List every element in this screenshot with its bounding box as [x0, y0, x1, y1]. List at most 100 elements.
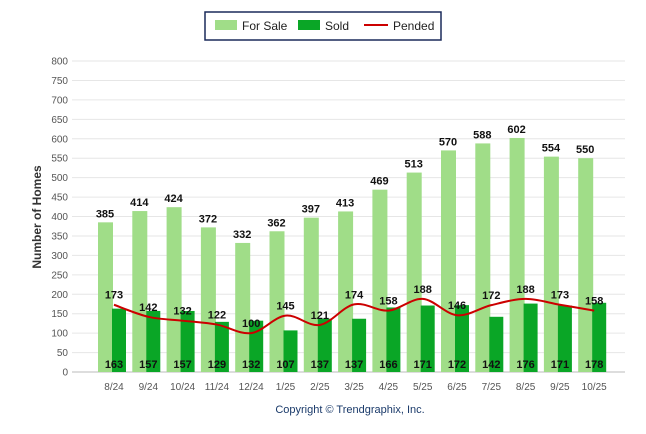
data-label-sold: 107 [276, 359, 294, 371]
data-label-pended: 145 [276, 301, 294, 313]
data-label-for-sale: 424 [164, 193, 183, 205]
data-label-sold: 132 [242, 359, 260, 371]
x-tick-label: 5/25 [413, 382, 433, 393]
bar-for-sale [543, 156, 559, 372]
legend: For Sale Sold Pended [204, 11, 442, 41]
data-label-pended: 173 [551, 290, 569, 302]
bar-for-sale [200, 227, 216, 372]
data-label-pended: 173 [105, 290, 123, 302]
bar-for-sale [406, 172, 422, 372]
data-label-for-sale: 550 [576, 144, 594, 156]
y-tick-label: 200 [51, 290, 68, 301]
x-tick-label: 3/25 [344, 382, 364, 393]
data-label-for-sale: 385 [96, 208, 114, 220]
data-label-sold: 163 [105, 359, 123, 371]
y-tick-label: 450 [51, 193, 68, 204]
x-tick-label: 1/25 [276, 382, 296, 393]
data-label-for-sale: 554 [542, 143, 561, 155]
bar-sold [592, 302, 607, 372]
bar-sold [180, 310, 195, 372]
copyright: Copyright © Trendgraphix, Inc. [275, 404, 424, 416]
y-tick-label: 500 [51, 173, 68, 184]
x-tick-label: 2/25 [310, 382, 330, 393]
data-label-pended: 100 [242, 318, 260, 330]
y-tick-label: 800 [51, 57, 68, 68]
x-tick-label: 6/25 [447, 382, 467, 393]
y-tick-label: 250 [51, 270, 68, 281]
y-tick-label: 150 [51, 309, 68, 320]
legend-label-pended: Pended [393, 19, 434, 33]
y-tick-label: 100 [51, 329, 68, 340]
y-tick-label: 550 [51, 154, 68, 165]
data-label-pended: 132 [173, 306, 191, 318]
bar-for-sale [235, 242, 251, 372]
data-label-for-sale: 413 [336, 197, 354, 209]
data-label-for-sale: 602 [507, 124, 525, 136]
data-label-sold: 157 [139, 359, 157, 371]
data-label-sold: 142 [482, 359, 500, 371]
bar-sold [523, 303, 538, 372]
bar-for-sale [166, 207, 182, 372]
data-label-pended: 188 [414, 284, 432, 296]
data-label-for-sale: 588 [473, 129, 491, 141]
x-tick-label: 11/24 [205, 382, 230, 393]
data-label-pended: 122 [208, 310, 226, 322]
y-tick-label: 300 [51, 251, 68, 262]
x-tick-label: 4/25 [379, 382, 399, 393]
bar-sold [455, 305, 469, 372]
x-tick-label: 7/25 [482, 382, 502, 393]
data-label-sold: 157 [173, 359, 191, 371]
x-tick-label: 10/24 [170, 382, 195, 393]
bar-sold [214, 321, 229, 372]
y-tick-label: 700 [51, 95, 68, 106]
data-label-sold: 176 [516, 359, 534, 371]
bar-for-sale [303, 217, 319, 372]
data-label-pended: 172 [482, 290, 500, 302]
y-tick-label: 50 [57, 348, 69, 359]
data-label-pended: 158 [585, 296, 603, 308]
y-axis-title: Number of Homes [30, 165, 44, 269]
bar-sold [317, 318, 332, 372]
legend-swatch-for-sale [215, 20, 237, 30]
data-label-pended: 158 [379, 296, 397, 308]
data-label-for-sale: 362 [267, 217, 285, 229]
bar-sold [420, 305, 435, 372]
bar-for-sale [441, 150, 456, 372]
data-label-sold: 171 [414, 359, 432, 371]
data-label-sold: 172 [448, 359, 466, 371]
data-label-for-sale: 332 [233, 229, 251, 241]
data-label-pended: 174 [345, 289, 364, 301]
bar-for-sale [338, 211, 354, 372]
bar-for-sale [132, 211, 148, 372]
bar-sold [352, 318, 367, 372]
bar-sold [283, 330, 298, 372]
y-tick-label: 350 [51, 231, 68, 242]
data-label-for-sale: 570 [439, 136, 457, 148]
bar-for-sale [475, 143, 491, 372]
legend-swatch-sold [298, 20, 320, 30]
y-tick-label: 650 [51, 115, 68, 126]
y-tick-label: 0 [62, 368, 68, 379]
bar-sold [112, 308, 126, 372]
data-label-sold: 166 [379, 359, 397, 371]
data-label-for-sale: 469 [370, 176, 388, 188]
x-tick-label: 10/25 [582, 382, 607, 393]
data-label-pended: 146 [448, 300, 466, 312]
data-label-sold: 178 [585, 359, 603, 371]
data-label-pended: 142 [139, 302, 157, 314]
bar-sold [386, 307, 401, 372]
x-tick-label: 8/25 [516, 382, 536, 393]
x-tick-label: 12/24 [239, 382, 264, 393]
y-tick-label: 400 [51, 212, 68, 223]
x-tick-label: 9/25 [550, 382, 570, 393]
bar-for-sale [578, 158, 594, 372]
data-label-sold: 137 [345, 359, 363, 371]
legend-box [204, 11, 442, 41]
bar-sold [557, 305, 572, 372]
bar-sold [489, 316, 504, 372]
bar-for-sale [509, 137, 525, 372]
legend-label-sold: Sold [325, 19, 349, 33]
data-label-sold: 129 [208, 359, 226, 371]
data-label-for-sale: 397 [302, 204, 320, 216]
